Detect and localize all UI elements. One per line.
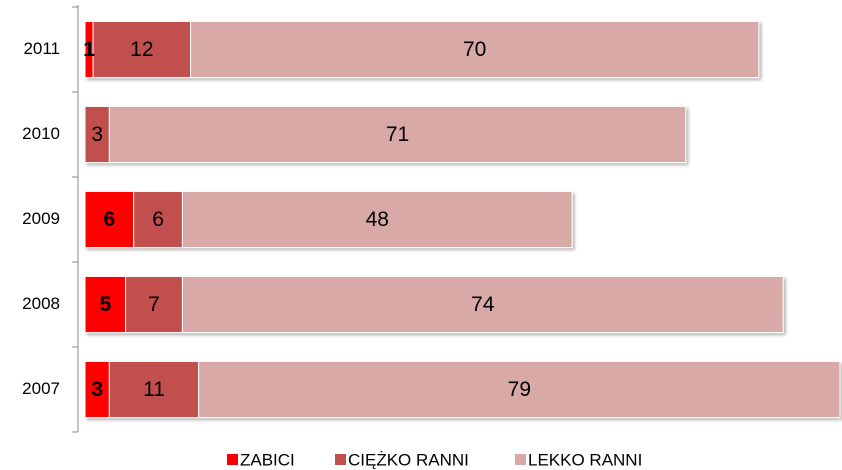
- y-tick-label: 2011: [23, 39, 60, 58]
- bar-segment: [181, 190, 573, 249]
- legend-swatch: [335, 454, 346, 465]
- legend-label: ZABICI: [240, 450, 295, 469]
- legend-label: LEKKO RANNI: [528, 450, 642, 469]
- bar-segment: [84, 275, 127, 334]
- y-tick-label: 2007: [22, 379, 60, 398]
- data-label: 3: [91, 123, 103, 146]
- legend-swatch: [227, 454, 238, 465]
- bar-segment: [181, 275, 784, 334]
- data-label: 11: [143, 378, 165, 401]
- data-label: 70: [463, 38, 486, 61]
- data-label: 7: [148, 293, 160, 316]
- legend-swatch: [515, 454, 526, 465]
- bar-group: [84, 360, 841, 419]
- data-label: 6: [104, 208, 116, 231]
- data-label: 5: [99, 293, 111, 316]
- data-label: 74: [471, 293, 495, 316]
- bar-segment: [133, 190, 183, 249]
- data-label: 79: [508, 378, 531, 401]
- data-label: 48: [366, 208, 389, 231]
- y-tick-label: 2010: [22, 124, 60, 143]
- bar-group: [84, 190, 573, 249]
- bar-segment: [92, 20, 192, 79]
- data-label: 3: [91, 378, 103, 401]
- bar-segment: [190, 20, 760, 79]
- bar-segment: [108, 105, 687, 164]
- bar-group: [84, 20, 760, 79]
- y-tick-label: 2009: [22, 209, 60, 228]
- bar-group: [84, 275, 784, 334]
- bar-segment: [84, 360, 110, 419]
- data-label: 71: [386, 123, 409, 146]
- data-label: 1: [83, 38, 95, 61]
- y-tick-label: 2008: [22, 294, 60, 313]
- data-label: 12: [130, 38, 153, 61]
- legend-label: CIĘŻKO RANNI: [348, 450, 469, 469]
- data-label: 6: [152, 208, 164, 231]
- bar-segment: [84, 190, 135, 249]
- bar-segment: [108, 360, 200, 419]
- bar-segment: [198, 360, 841, 419]
- bar-group: [84, 105, 687, 164]
- bar-segment: [84, 105, 110, 164]
